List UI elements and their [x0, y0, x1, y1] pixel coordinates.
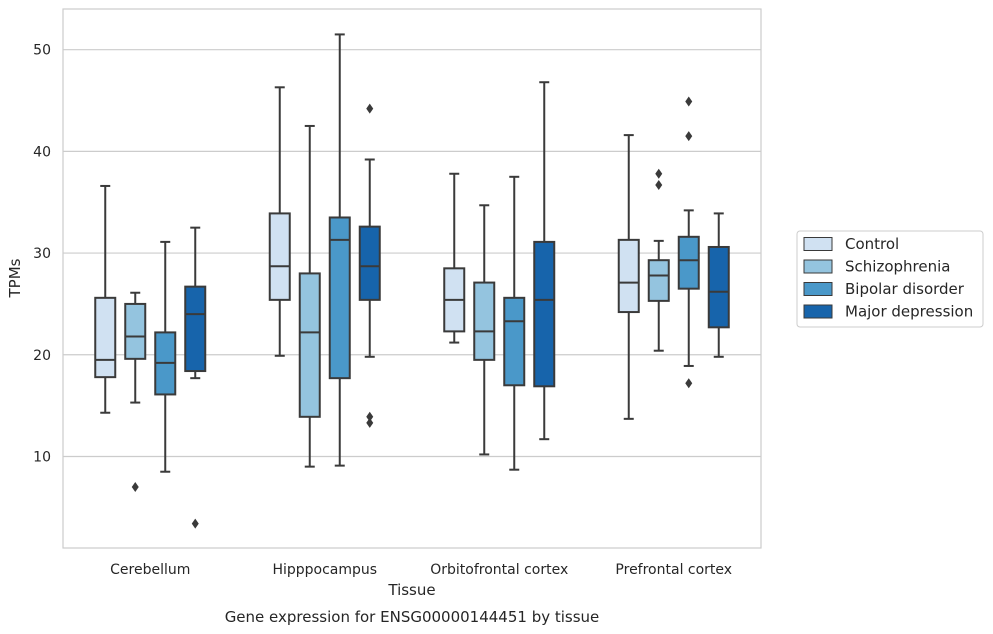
- legend-frame: [796, 230, 984, 328]
- chart-caption: Gene expression for ENSG00000144451 by t…: [225, 608, 600, 626]
- box-iqr: [707, 245, 730, 329]
- grid-lines: [63, 49, 761, 458]
- outlier-point: [685, 96, 693, 107]
- box-3-2: [677, 96, 700, 389]
- box-iqr: [473, 281, 496, 361]
- box-iqr: [647, 259, 670, 302]
- legend-label: Control: [845, 235, 899, 253]
- legend-label: Major depression: [845, 303, 973, 321]
- box-0-1: [124, 291, 147, 492]
- box-1-1: [298, 124, 321, 468]
- box-iqr: [268, 212, 291, 301]
- y-tick-labels: 10 20 30 40 50: [33, 43, 51, 466]
- box-iqr: [328, 216, 351, 380]
- x-tick-labels: Cerebellum Hipppocampus Orbitofrontal cort…: [110, 562, 732, 578]
- box-iqr: [298, 272, 321, 418]
- box-1-0: [268, 86, 291, 357]
- box-2-2: [503, 175, 526, 471]
- y-tick-label: 20: [33, 348, 51, 364]
- box-1-3: [358, 103, 381, 428]
- legend: Control Schizophrenia Bipolar disorder Majo…: [796, 230, 984, 328]
- box-iqr: [617, 238, 640, 314]
- box-2-1: [473, 204, 496, 456]
- outlier-point: [366, 417, 374, 428]
- box-2-3: [533, 81, 556, 441]
- box-3-0: [617, 134, 640, 420]
- box-iqr: [124, 302, 147, 360]
- box-iqr: [94, 296, 117, 379]
- box-0-0: [94, 184, 117, 414]
- legend-label: Bipolar disorder: [845, 280, 965, 298]
- legend-label: Schizophrenia: [845, 258, 950, 276]
- y-tick-label: 30: [33, 246, 51, 262]
- outlier-point: [655, 179, 663, 190]
- outlier-point: [655, 168, 663, 179]
- outlier-point: [191, 518, 199, 529]
- box-0-3: [184, 226, 207, 529]
- y-tick-label: 40: [33, 144, 51, 160]
- x-axis-label: Tissue: [387, 581, 435, 599]
- box-iqr: [503, 296, 526, 387]
- legend-swatch: [803, 259, 833, 274]
- y-axis-label: TPMs: [6, 258, 24, 298]
- legend-swatch: [803, 237, 833, 251]
- outlier-point: [685, 378, 693, 389]
- legend-swatch: [803, 304, 833, 319]
- box-iqr: [677, 235, 700, 290]
- box-iqr: [358, 225, 381, 301]
- x-tick-label: Cerebellum: [110, 562, 190, 578]
- box-1-2: [328, 33, 351, 467]
- box-iqr: [184, 285, 207, 373]
- x-tick-label: Hipppocampus: [272, 562, 377, 578]
- box-2-0: [443, 172, 466, 344]
- legend-swatch: [803, 282, 833, 296]
- box-iqr: [533, 240, 556, 388]
- outlier-point: [131, 481, 139, 492]
- box-3-1: [647, 168, 670, 352]
- box-3-3: [707, 212, 730, 358]
- plot-frame: [62, 8, 762, 549]
- box-0-2: [154, 240, 177, 473]
- outlier-point: [366, 103, 374, 114]
- outlier-point: [366, 411, 374, 422]
- outlier-point: [685, 131, 693, 142]
- y-tick-label: 50: [33, 43, 51, 59]
- y-tick-label: 10: [33, 449, 51, 465]
- x-tick-label: Orbitofrontal cortex: [430, 562, 568, 578]
- boxes: [94, 33, 730, 529]
- x-tick-label: Prefrontal cortex: [615, 562, 732, 578]
